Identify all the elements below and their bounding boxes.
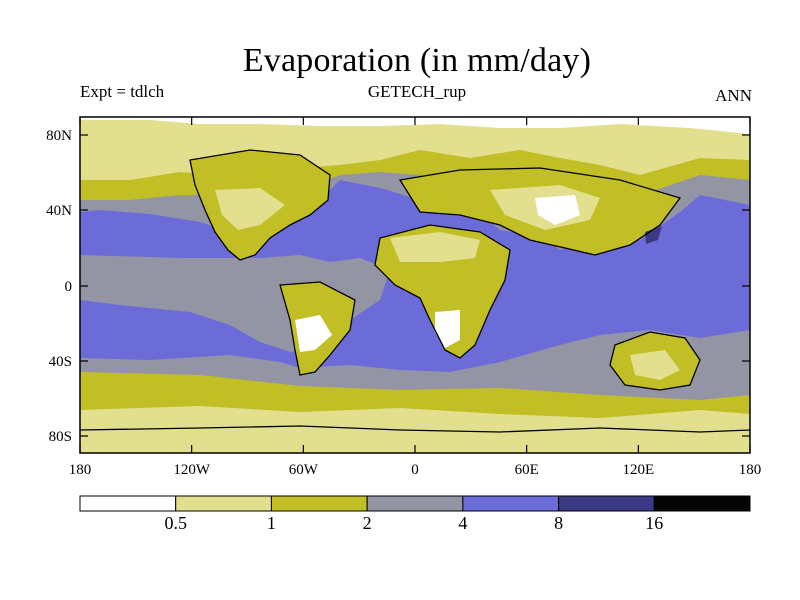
field-africa-dry bbox=[390, 232, 480, 262]
lat-tick-label: 80N bbox=[46, 128, 72, 144]
field-0_5to1-south bbox=[80, 406, 750, 453]
colorbar-label: 8 bbox=[554, 513, 563, 533]
lon-tick-label: 180 bbox=[69, 462, 92, 478]
map-field bbox=[80, 117, 750, 453]
colorbar-swatch bbox=[270, 495, 368, 512]
colorbar-swatch bbox=[366, 495, 464, 512]
lon-tick-label: 120E bbox=[622, 462, 654, 478]
field-south-america-dry bbox=[295, 315, 332, 352]
lat-tick-label: 40S bbox=[49, 354, 72, 370]
coast-antarctica bbox=[80, 425, 750, 433]
colorbar-swatch bbox=[558, 495, 655, 512]
dataset-label: GETECH_rup bbox=[367, 82, 467, 101]
colorbar-label: 16 bbox=[645, 513, 663, 533]
lat-tick-label: 0 bbox=[65, 279, 73, 295]
season-label: ANN bbox=[715, 86, 752, 105]
lon-tick-label: 180 bbox=[739, 462, 762, 478]
field-lt0_5-arctic bbox=[80, 117, 750, 134]
lat-tick-label: 80S bbox=[49, 429, 72, 445]
lon-tick-label: 120W bbox=[173, 462, 211, 478]
colorbar-label: 4 bbox=[458, 513, 467, 533]
lon-tick-label: 0 bbox=[411, 462, 419, 478]
colorbar-label: 2 bbox=[363, 513, 372, 533]
coast-australia bbox=[609, 331, 701, 391]
field-africa-south-dry bbox=[435, 310, 460, 348]
colorbar-swatch bbox=[79, 495, 177, 512]
colorbar-swatch bbox=[462, 495, 560, 512]
field-north-america-dry bbox=[215, 188, 285, 230]
colorbar-swatch bbox=[653, 495, 751, 512]
lat-tick-label: 40N bbox=[46, 203, 72, 219]
plot-title: Evaporation (in mm/day) bbox=[242, 42, 592, 79]
lon-tick-label: 60E bbox=[515, 462, 539, 478]
colorbar: 0.5 1 2 4 8 16 bbox=[79, 495, 751, 533]
coastlines bbox=[80, 149, 750, 433]
field-australia-dry bbox=[630, 350, 680, 380]
coast-south-america bbox=[279, 281, 356, 376]
lon-tick-label: 60W bbox=[289, 462, 319, 478]
field-central-asia-arid bbox=[535, 195, 580, 225]
colorbar-label: 1 bbox=[267, 513, 276, 533]
experiment-label: Expt = tdlch bbox=[80, 82, 165, 101]
coast-africa bbox=[374, 224, 511, 359]
longitude-axis: 180 120W 60W 0 60E 120E 180 bbox=[69, 117, 762, 478]
latitude-axis: 80N 40N 0 40S 80S bbox=[46, 128, 750, 445]
colorbar-label: 0.5 bbox=[164, 513, 187, 533]
coast-eurasia bbox=[398, 167, 682, 256]
colorbar-swatch bbox=[175, 495, 272, 512]
coast-north-america bbox=[189, 149, 331, 261]
field-8to16-patch bbox=[645, 226, 662, 244]
